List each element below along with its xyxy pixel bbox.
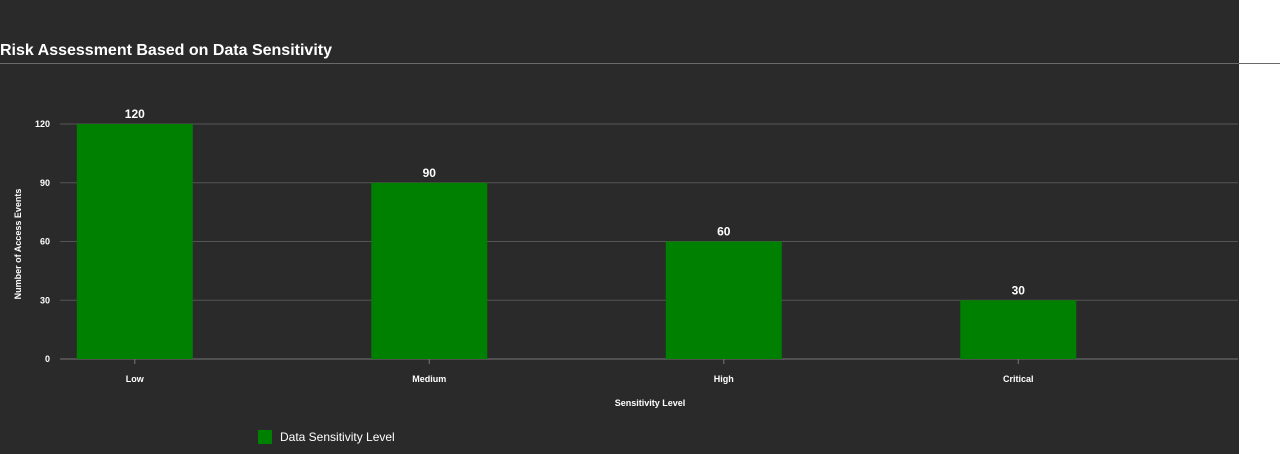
bar-chart: 0 30 60 90 120 120 Low 90 Medium 60 High 30 Critical… xyxy=(13,107,1238,408)
legend[interactable]: Data Sensitivity Level xyxy=(258,430,395,444)
bar xyxy=(76,124,193,359)
x-tick-label: Low xyxy=(126,374,145,384)
legend-label: Data Sensitivity Level xyxy=(280,430,395,444)
x-tick-label: Critical xyxy=(1003,374,1034,384)
data-label: 60 xyxy=(717,225,731,239)
x-tick-label: Medium xyxy=(412,374,446,384)
data-label: 90 xyxy=(423,166,437,180)
bar xyxy=(371,182,488,359)
y-axis-title: Number of Access Events xyxy=(13,189,23,300)
x-axis-title: Sensitivity Level xyxy=(615,398,686,408)
y-tick-label: 60 xyxy=(40,237,50,247)
y-tick-label: 0 xyxy=(45,354,50,364)
x-tick-label: High xyxy=(714,374,734,384)
bar xyxy=(665,241,782,359)
data-label: 30 xyxy=(1012,283,1026,297)
title-divider xyxy=(0,63,1280,64)
chart-title: Risk Assessment Based on Data Sensitivit… xyxy=(0,42,332,59)
chart-panel: Risk Assessment Based on Data Sensitivit… xyxy=(0,0,1239,454)
bar xyxy=(960,300,1077,359)
legend-swatch xyxy=(258,430,272,444)
y-tick-label: 30 xyxy=(40,295,50,305)
y-tick-label: 120 xyxy=(35,119,50,129)
y-tick-label: 90 xyxy=(40,178,50,188)
data-label: 120 xyxy=(125,107,145,121)
